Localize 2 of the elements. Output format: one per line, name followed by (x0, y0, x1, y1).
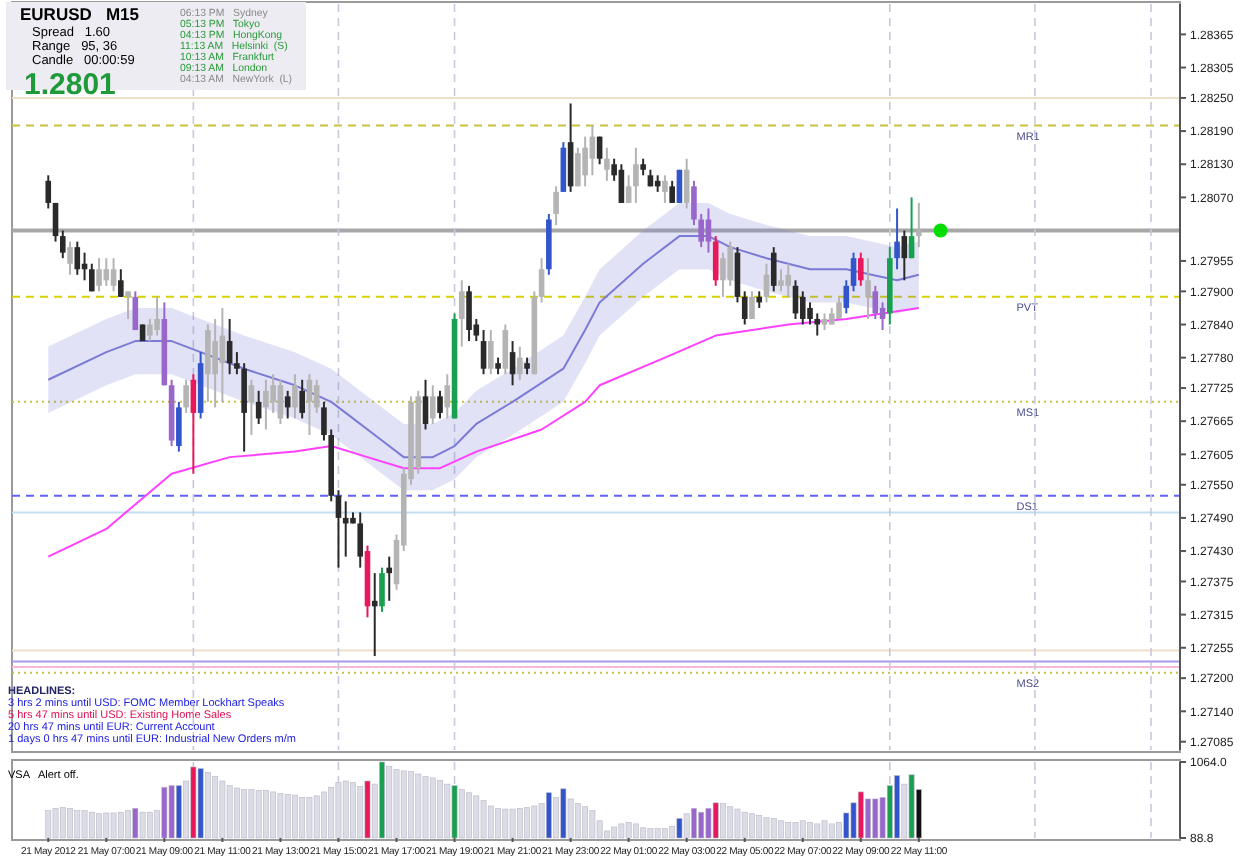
annotation: 1.2801 (24, 68, 116, 102)
annotation: EURUSD M15 (20, 4, 140, 24)
